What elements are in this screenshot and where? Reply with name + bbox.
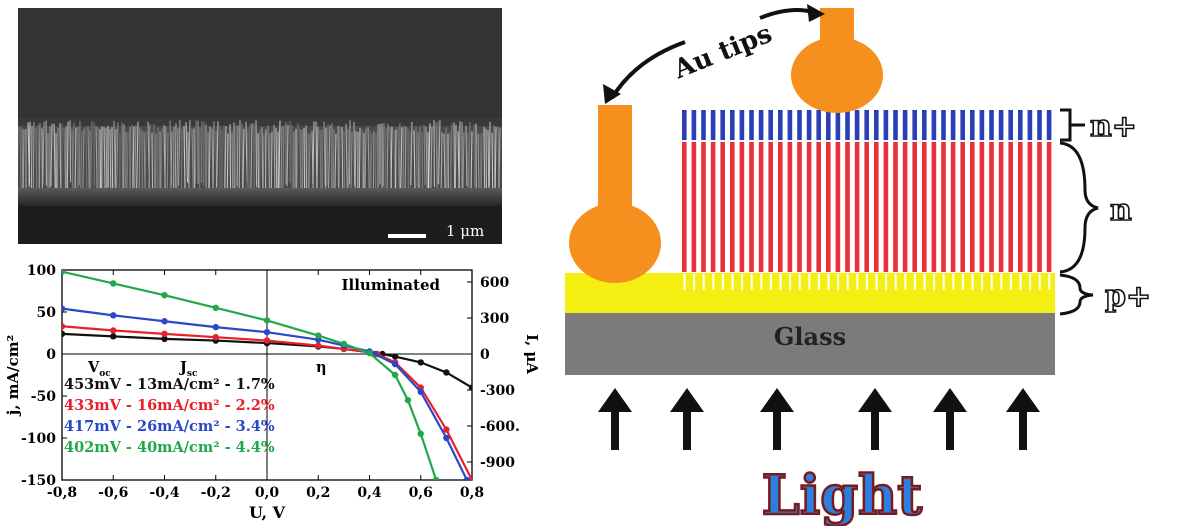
light-arrow-shaft xyxy=(611,408,619,450)
series-point xyxy=(433,477,439,483)
series-point xyxy=(315,332,321,338)
series-point xyxy=(161,318,167,324)
n-plus-label: n+ xyxy=(1090,109,1137,144)
y-tick-label: -150 xyxy=(21,473,56,489)
y2-tick-label: 600 xyxy=(480,275,509,291)
series-point xyxy=(392,372,398,378)
series-point xyxy=(264,329,270,335)
light-arrows xyxy=(598,388,1040,450)
light-arrow-shaft xyxy=(683,408,691,450)
light-arrow-head xyxy=(858,388,892,412)
legend-entry: 402mV - 40mA/cm² - 4.4% xyxy=(64,439,275,456)
y2-tick-label: -300 xyxy=(480,383,515,399)
x-tick-label: 0,2 xyxy=(306,485,330,501)
series-point xyxy=(443,369,449,375)
series-point xyxy=(315,342,321,348)
device-diagram-svg: Glass Au tips n+ n p+ Light xyxy=(545,0,1184,526)
series-point xyxy=(213,305,219,311)
sem-base xyxy=(18,206,502,244)
x-axis-label: U, V xyxy=(249,503,286,522)
series-point xyxy=(418,431,424,437)
p-plus-label: p+ xyxy=(1105,279,1151,314)
x-tick-label: 0,0 xyxy=(255,485,280,501)
sem-micrograph xyxy=(18,8,502,244)
y-tick-label: 0 xyxy=(46,347,56,363)
series-point xyxy=(366,350,372,356)
light-label: Light xyxy=(762,463,923,526)
y2-tick-label: -900 xyxy=(480,455,515,471)
light-arrow-shaft xyxy=(1019,408,1027,450)
legend-entry: 453mV - 13mA/cm² - 1.7% xyxy=(64,376,275,393)
legend-entry: 433mV - 16mA/cm² - 2.2% xyxy=(64,397,275,414)
legend-entry: 417mV - 26mA/cm² - 3.4% xyxy=(64,418,275,435)
y-tick-label: 100 xyxy=(27,263,56,279)
au-tip-top xyxy=(791,8,883,113)
series-point xyxy=(110,327,116,333)
y2-tick-label: 0 xyxy=(480,347,490,363)
series-point xyxy=(464,477,470,483)
light-arrow-head xyxy=(933,388,967,412)
series-point xyxy=(110,312,116,318)
x-tick-label: 0,4 xyxy=(357,485,382,501)
scale-bar xyxy=(388,234,426,238)
light-arrow-shaft xyxy=(946,408,954,450)
series-point xyxy=(59,331,65,337)
device-diagram: Glass Au tips n+ n p+ Light xyxy=(545,0,1184,526)
light-arrow-head xyxy=(760,388,794,412)
series-point xyxy=(469,384,475,390)
series-point xyxy=(418,359,424,365)
y2-tick-label: -600. xyxy=(480,419,520,435)
series-point xyxy=(213,324,219,330)
series-point xyxy=(213,334,219,340)
series-point xyxy=(418,389,424,395)
n-label: n xyxy=(1110,193,1132,228)
n-plus-brace xyxy=(1060,110,1085,140)
series-point xyxy=(110,333,116,339)
series-point xyxy=(443,435,449,441)
n-brace xyxy=(1060,143,1098,272)
y-axis-label: j, mA/cm² xyxy=(4,335,22,417)
light-arrow-shaft xyxy=(871,408,879,450)
series-point xyxy=(392,361,398,367)
light-arrow-head xyxy=(670,388,704,412)
series-point xyxy=(405,397,411,403)
y2-tick-label: 300 xyxy=(480,311,509,327)
p-plus-brace xyxy=(1060,275,1093,314)
series-point xyxy=(161,292,167,298)
y-tick-label: -50 xyxy=(31,389,57,405)
series-point xyxy=(341,341,347,347)
series-point xyxy=(161,331,167,337)
series-point xyxy=(264,337,270,343)
au-tip-left xyxy=(569,105,661,283)
sem-substrate xyxy=(18,188,502,206)
x-tick-label: -0,6 xyxy=(98,485,128,501)
x-tick-label: 0,8 xyxy=(460,485,484,501)
legend-header: η xyxy=(316,359,327,376)
x-tick-label: -0,4 xyxy=(149,485,179,501)
nanowire-columns xyxy=(680,110,1054,290)
series-point xyxy=(59,323,65,329)
series-point xyxy=(110,280,116,286)
light-arrow-head xyxy=(598,388,632,412)
light-arrow-shaft xyxy=(773,408,781,450)
y2-axis-label: I, μA xyxy=(523,334,540,374)
y-tick-label: -100 xyxy=(21,431,56,447)
sem-image xyxy=(18,8,502,244)
series-point xyxy=(59,305,65,311)
chart-title: Illuminated xyxy=(342,276,441,294)
au-tips-label: Au tips xyxy=(669,19,777,86)
glass-label: Glass xyxy=(774,322,846,351)
x-tick-label: 0,6 xyxy=(409,485,433,501)
scale-bar-label: 1 μm xyxy=(446,222,484,240)
series-point xyxy=(392,353,398,359)
light-arrow-head xyxy=(1006,388,1040,412)
y-tick-label: 50 xyxy=(37,305,57,321)
sem-background xyxy=(18,8,502,118)
x-tick-label: -0,2 xyxy=(201,485,231,501)
series-point xyxy=(264,317,270,323)
